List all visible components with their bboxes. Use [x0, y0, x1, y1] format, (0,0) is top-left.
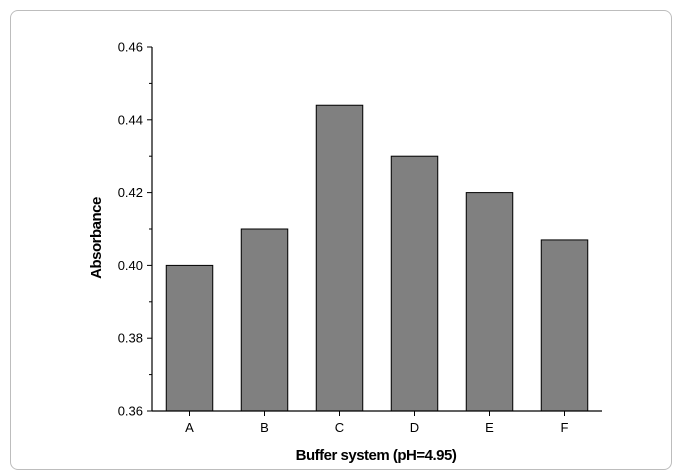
bars-group — [165, 104, 589, 412]
x-tick-label: E — [485, 420, 494, 435]
y-tick-label: 0.36 — [118, 404, 143, 419]
x-tick-label: F — [561, 420, 569, 435]
y-tick-label: 0.46 — [118, 40, 143, 55]
x-tick-label: D — [410, 420, 419, 435]
bar-F — [540, 239, 589, 412]
axes-group: 0.36 0.38 0.40 0.42 0.44 0.46 A B C D E F — [118, 40, 602, 435]
bar-A — [165, 264, 214, 412]
x-tick-label: B — [260, 420, 269, 435]
bar-B — [240, 228, 289, 412]
bar-D — [390, 155, 439, 412]
y-tick-label: 0.44 — [118, 112, 143, 127]
y-tick-label: 0.38 — [118, 331, 143, 346]
x-tick-label: A — [185, 420, 194, 435]
x-axis-title: Buffer system (pH=4.95) — [296, 447, 457, 464]
y-tick-label: 0.42 — [118, 185, 143, 200]
y-tick-label: 0.40 — [118, 258, 143, 273]
bar-C — [315, 104, 364, 412]
y-axis-title: Absorbance — [88, 197, 105, 279]
x-tick-label: C — [335, 420, 344, 435]
bar-E — [465, 192, 514, 412]
